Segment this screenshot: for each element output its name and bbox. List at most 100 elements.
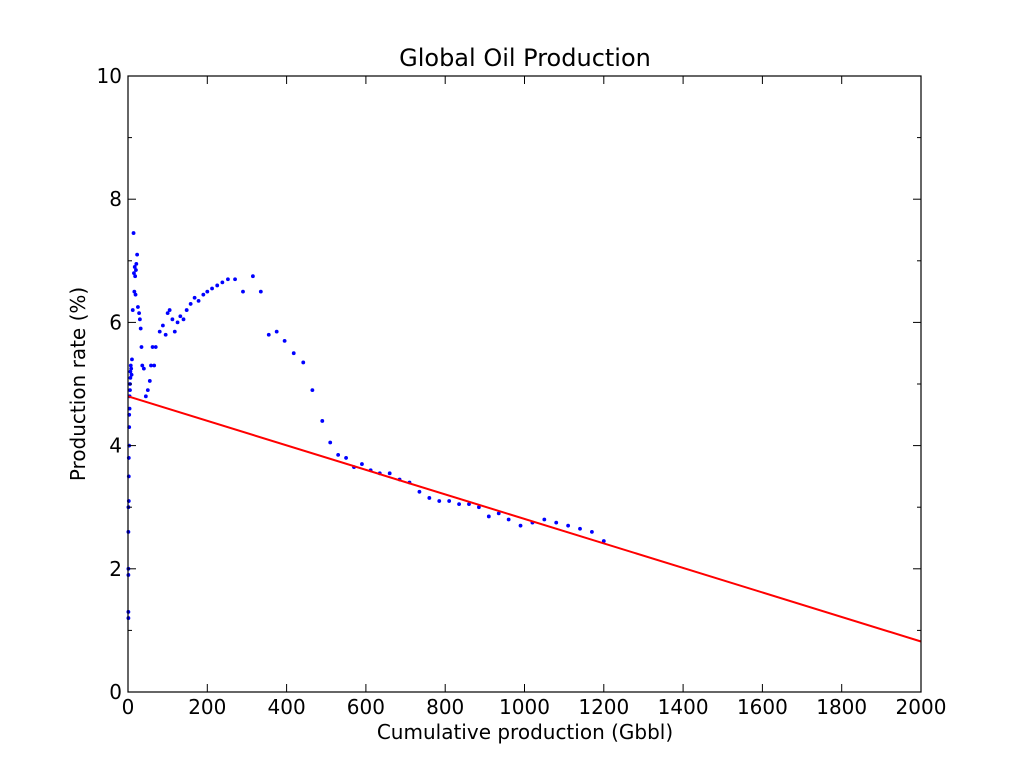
data-point (457, 502, 461, 507)
data-point (427, 496, 432, 500)
data-point (138, 326, 143, 331)
data-point (447, 499, 452, 503)
data-point (127, 406, 132, 411)
data-point (150, 345, 155, 349)
data-point (137, 311, 142, 316)
data-point (128, 369, 133, 374)
data-point (417, 489, 422, 494)
data-point (172, 329, 177, 334)
data-point (131, 231, 136, 235)
data-point (210, 286, 214, 291)
data-point (128, 388, 132, 393)
data-point (336, 452, 341, 457)
data-point (132, 265, 137, 269)
data-point (486, 514, 491, 519)
x-tick-label: 1600 (737, 695, 788, 719)
x-tick-label: 1800 (816, 695, 867, 719)
data-point (149, 363, 153, 368)
data-point (542, 517, 547, 522)
data-point (178, 314, 183, 319)
data-point (130, 357, 134, 362)
data-point (153, 345, 158, 349)
data-point (157, 329, 162, 334)
x-tick-label: 200 (188, 695, 226, 719)
y-axis-label: Production rate (%) (66, 287, 90, 481)
y-tick-label: 0 (109, 680, 122, 704)
data-point (165, 311, 170, 316)
y-tick-label: 10 (97, 64, 122, 88)
data-point (566, 523, 571, 528)
data-point (601, 539, 606, 543)
data-point (160, 323, 165, 328)
data-point (136, 305, 140, 309)
data-point (139, 345, 144, 349)
data-point (578, 526, 582, 531)
data-point (266, 332, 271, 337)
data-point (506, 517, 511, 522)
y-tick-label: 4 (109, 434, 122, 458)
x-tick-label: 0 (122, 695, 135, 719)
data-point (226, 277, 230, 282)
data-point (128, 375, 133, 380)
data-point (163, 332, 168, 337)
data-point (147, 379, 152, 383)
data-point (170, 317, 175, 322)
data-point (133, 274, 138, 279)
x-tick-label: 1400 (658, 695, 709, 719)
data-point (137, 317, 142, 322)
data-point (132, 271, 136, 276)
data-point (437, 499, 442, 503)
data-point (141, 366, 146, 371)
data-point (360, 462, 364, 466)
data-point (518, 523, 523, 528)
data-point (143, 394, 148, 399)
chart-title: Global Oil Production (399, 44, 651, 72)
x-tick-label: 1000 (499, 695, 550, 719)
data-point (175, 320, 180, 325)
data-point (152, 363, 157, 368)
y-tick-label: 2 (109, 557, 122, 581)
data-point (129, 372, 134, 377)
data-point (167, 308, 172, 312)
data-point (320, 419, 325, 423)
y-axis: 0 2 4 6 8 10 (97, 64, 921, 704)
data-point (135, 252, 140, 257)
x-axis-label: Cumulative production (Gbbl) (377, 720, 673, 744)
data-point (328, 440, 333, 445)
x-tick-label: 2000 (896, 695, 947, 719)
data-point (233, 277, 237, 282)
x-tick-label: 800 (426, 695, 464, 719)
data-point (301, 360, 306, 365)
data-point (145, 388, 150, 393)
data-point (310, 388, 315, 393)
data-point (477, 505, 481, 510)
data-point (140, 363, 145, 368)
data-point (133, 292, 138, 297)
data-point (467, 502, 471, 507)
y-tick-label: 8 (109, 187, 122, 211)
data-point (590, 529, 594, 534)
data-point (201, 292, 206, 297)
data-point (128, 363, 133, 368)
plot-area (126, 231, 922, 643)
data-point (344, 456, 348, 460)
data-point (184, 308, 189, 312)
data-point (387, 471, 392, 476)
data-point (258, 289, 263, 294)
data-point (196, 298, 201, 303)
data-point (134, 268, 138, 272)
data-point (192, 295, 197, 300)
data-point (250, 274, 255, 279)
data-point (132, 289, 137, 294)
data-point (205, 289, 210, 294)
data-point (241, 289, 245, 294)
x-tick-label: 600 (347, 695, 385, 719)
data-point (130, 308, 135, 312)
data-point (215, 283, 220, 288)
y-tick-label: 6 (109, 310, 122, 334)
data-point (282, 338, 287, 343)
data-point (291, 351, 296, 356)
data-point (134, 261, 139, 266)
